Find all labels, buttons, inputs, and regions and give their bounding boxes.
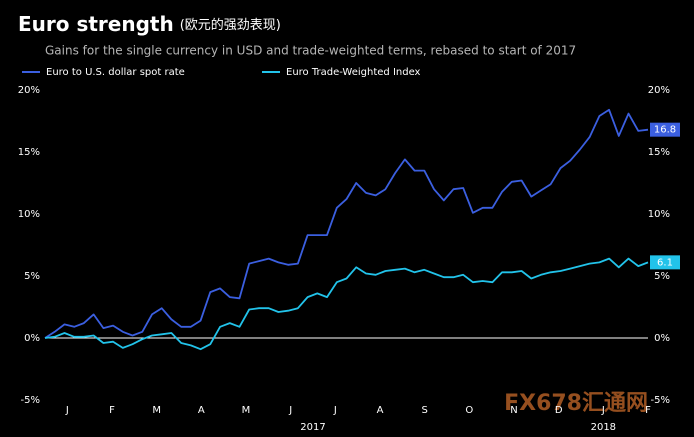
legend-label: Euro Trade-Weighted Index — [286, 67, 421, 78]
y-tick-label: 20% — [18, 85, 40, 96]
y-tick-label: 15% — [18, 147, 40, 158]
y2-tick-label: 5% — [654, 271, 670, 282]
y-tick-label: -5% — [21, 395, 40, 406]
series-line — [44, 257, 649, 351]
y-tick-label: 0% — [24, 333, 40, 344]
end-label: 6.1 — [657, 257, 673, 268]
end-label-box — [650, 122, 680, 137]
watermark: FX678汇通网 — [504, 391, 648, 416]
x-tick-label: M — [242, 405, 251, 416]
x-tick-label: S — [421, 405, 427, 416]
y2-tick-label: 20% — [648, 85, 670, 96]
year-label: 2018 — [591, 422, 616, 433]
x-tick-label: J — [288, 405, 292, 416]
x-tick-label: M — [152, 405, 161, 416]
y2-tick-label: 10% — [648, 209, 670, 220]
end-label: 16.8 — [654, 125, 676, 136]
x-tick-label: O — [465, 405, 473, 416]
chart-title: Euro strength (欧元的强劲表现) — [18, 12, 281, 36]
y-tick-label: 5% — [24, 271, 40, 282]
y2-tick-label: 0% — [654, 333, 670, 344]
x-tick-label: J — [601, 405, 605, 416]
title-note: (欧元的强劲表现) — [180, 17, 281, 33]
x-tick-label: A — [198, 405, 205, 416]
y2-tick-label: 15% — [648, 147, 670, 158]
x-tick-label: J — [333, 405, 337, 416]
x-tick-label: F — [109, 405, 115, 416]
x-tick-label: J — [65, 405, 69, 416]
legend-label: Euro to U.S. dollar spot rate — [46, 67, 185, 78]
x-tick-label: A — [377, 405, 384, 416]
end-label-box — [650, 255, 680, 270]
x-tick-label: N — [510, 405, 517, 416]
subtitle: Gains for the single currency in USD and… — [45, 44, 576, 58]
y-tick-label: 10% — [18, 209, 40, 220]
series-line — [44, 108, 649, 339]
y2-tick-label: -5% — [651, 395, 670, 406]
x-tick-label: D — [555, 405, 563, 416]
x-tick-label: F — [645, 405, 651, 416]
year-label: 2017 — [300, 422, 325, 433]
title-main: Euro strength — [18, 12, 174, 36]
